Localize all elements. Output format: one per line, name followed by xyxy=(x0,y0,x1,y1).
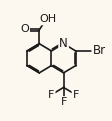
Text: F: F xyxy=(60,97,66,107)
Text: Br: Br xyxy=(92,45,105,57)
Text: F: F xyxy=(48,90,54,100)
Text: F: F xyxy=(72,90,78,100)
Text: O: O xyxy=(20,24,29,34)
Text: N: N xyxy=(59,37,67,50)
Text: OH: OH xyxy=(39,14,56,24)
